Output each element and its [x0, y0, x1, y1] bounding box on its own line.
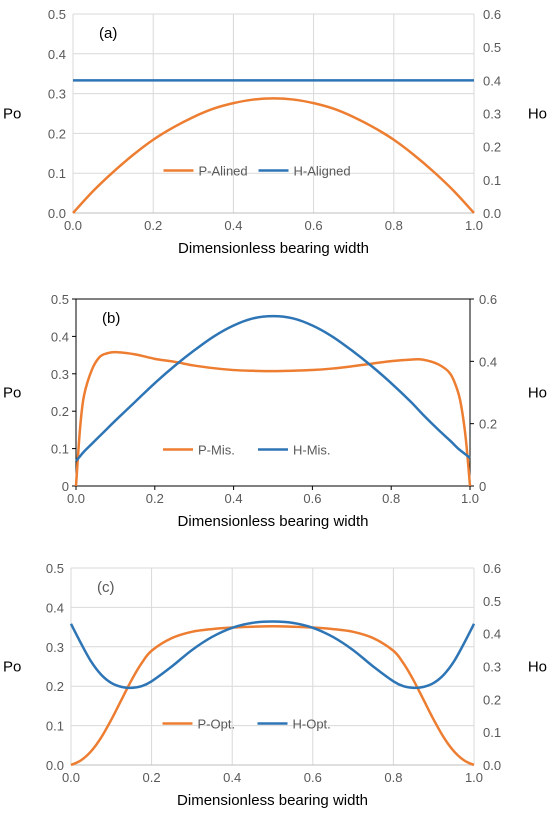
legend-label-2: H-Mis.	[293, 443, 331, 458]
y-right-tick-label: 0.1	[483, 173, 501, 188]
y-right-tick-label: 0.6	[479, 292, 497, 307]
y-right-tick-label: 0.6	[483, 7, 501, 22]
x-tick-label: 0.8	[385, 218, 403, 233]
legend-label-1: P-Mis.	[198, 443, 235, 458]
y-right-tick-label: 0.0	[483, 758, 501, 773]
chart-panel-1: 0.0 0.2 0.4 0.6 0.8 1.00.00.10.20.30.40.50.00…	[3, 7, 547, 257]
x-tick-label: 0.0	[62, 770, 80, 785]
legend-label-1: P-Alined	[199, 164, 248, 179]
y-left-tick-label: 0.0	[48, 206, 66, 221]
y-left-tick-label: 0.3	[48, 87, 66, 102]
y-right-tick-label: 0.3	[483, 660, 501, 675]
y-left-tick-label: 0.4	[51, 329, 69, 344]
x-tick-label: 0.6	[304, 770, 322, 785]
panel-label: (b)	[102, 310, 120, 327]
y-right-tick-label: 0.2	[483, 140, 501, 155]
x-tick-label: 1.0	[465, 770, 483, 785]
y-right-tick-label: 0.5	[483, 40, 501, 55]
series-line-1	[70, 625, 475, 767]
y-left-axis-title: Po	[3, 659, 21, 676]
y-left-axis-title: Po	[3, 385, 21, 402]
y-left-tick-label: 0.2	[46, 679, 64, 694]
y-right-tick-label: 0.1	[483, 725, 501, 740]
y-right-axis-title: Ho	[528, 659, 547, 676]
chart-panel-3: 0.0 0.2 0.4 0.6 0.8 1.00.00.10.20.30.40.50.00…	[3, 561, 547, 809]
y-right-tick-label: 0.0	[483, 206, 501, 221]
y-right-axis-title: Ho	[528, 385, 547, 402]
series-line-1	[72, 97, 475, 214]
y-right-tick-label: 0.5	[483, 594, 501, 609]
x-tick-label: 0.6	[303, 491, 321, 506]
x-axis-title: Dimensionless bearing width	[177, 792, 368, 809]
x-tick-label: 0.4	[223, 770, 241, 785]
y-right-axis-title: Ho	[528, 106, 547, 123]
x-tick-label: 0.0	[67, 491, 85, 506]
y-left-tick-label: 0.5	[46, 561, 64, 576]
x-tick-label: 0.4	[224, 218, 242, 233]
y-left-tick-label: 0.1	[46, 719, 64, 734]
y-left-tick-label: 0.0	[46, 758, 64, 773]
x-tick-label: 0.4	[225, 491, 243, 506]
y-left-tick-label: 0.3	[51, 367, 69, 382]
x-axis-title: Dimensionless bearing width	[178, 240, 369, 257]
series-line-2	[69, 620, 476, 690]
x-tick-label: 0.8	[382, 491, 400, 506]
series-line-2	[75, 314, 471, 462]
plot-frame	[75, 298, 471, 487]
y-right-tick-label: 0.4	[479, 354, 497, 369]
y-left-tick-label: 0.1	[51, 442, 69, 457]
panel-label: (c)	[97, 579, 115, 596]
y-right-tick-label: 0.2	[483, 692, 501, 707]
y-right-tick-label: 0.3	[483, 107, 501, 122]
x-tick-label: 0.2	[146, 491, 164, 506]
x-axis-title: Dimensionless bearing width	[178, 513, 369, 530]
y-left-axis-title: Po	[3, 106, 21, 123]
x-tick-label: 0.6	[305, 218, 323, 233]
x-tick-label: 0.0	[64, 218, 82, 233]
legend-label-1: P-Opt.	[198, 717, 236, 732]
y-left-tick-label: 0	[62, 479, 69, 494]
y-left-tick-label: 0.1	[48, 166, 66, 181]
y-right-tick-label: 0	[479, 479, 486, 494]
y-left-tick-label: 0.4	[46, 600, 64, 615]
y-left-tick-label: 0.3	[46, 640, 64, 655]
series-line-1	[74, 350, 472, 487]
panel-label: (a)	[99, 25, 117, 42]
y-right-tick-label: 0.6	[483, 561, 501, 576]
y-right-tick-label: 0.4	[483, 627, 501, 642]
x-tick-label: 0.2	[144, 218, 162, 233]
y-right-tick-label: 0.4	[483, 73, 501, 88]
x-tick-label: 0.2	[143, 770, 161, 785]
y-right-tick-label: 0.2	[479, 417, 497, 432]
y-left-tick-label: 0.2	[51, 404, 69, 419]
legend-label-2: H-Opt.	[293, 717, 331, 732]
y-left-tick-label: 0.4	[48, 47, 66, 62]
y-left-tick-label: 0.2	[48, 126, 66, 141]
legend-label-2: H-Aligned	[294, 164, 351, 179]
y-left-tick-label: 0.5	[51, 292, 69, 307]
y-left-tick-label: 0.5	[48, 7, 66, 22]
x-tick-label: 1.0	[465, 218, 483, 233]
chart-panel-2: 0.0 0.2 0.4 0.6 0.8 1.000.10.20.30.40.500.20.…	[3, 292, 547, 530]
x-tick-label: 1.0	[461, 491, 479, 506]
x-tick-label: 0.8	[384, 770, 402, 785]
